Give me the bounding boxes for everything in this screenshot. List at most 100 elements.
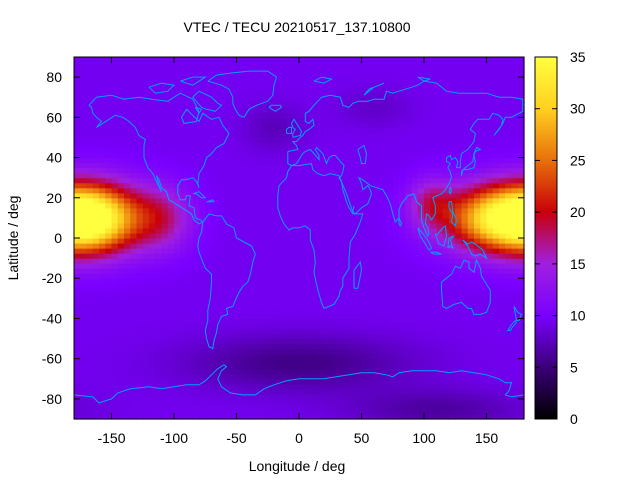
heatmap-cell <box>492 212 500 219</box>
heatmap-cell <box>311 398 319 405</box>
heatmap-cell <box>449 303 456 309</box>
heatmap-cell <box>392 323 400 330</box>
heatmap-cell <box>74 368 81 375</box>
heatmap-cell <box>311 127 319 134</box>
heatmap-cell <box>405 243 413 249</box>
heatmap-cell <box>349 293 356 299</box>
heatmap-cell <box>474 288 481 294</box>
heatmap-cell <box>124 67 131 73</box>
heatmap-cell <box>417 227 425 234</box>
heatmap-cell <box>161 293 169 299</box>
heatmap-cell <box>224 283 231 289</box>
heatmap-cell <box>130 202 138 209</box>
heatmap-cell <box>286 142 294 149</box>
heatmap-cell <box>336 57 344 63</box>
heatmap-cell <box>142 102 150 108</box>
heatmap-cell <box>342 308 350 315</box>
heatmap-cell <box>330 253 338 259</box>
heatmap-cell <box>117 157 125 164</box>
heatmap-cell <box>292 97 300 103</box>
heatmap-cell <box>224 303 231 309</box>
heatmap-cell <box>349 162 356 169</box>
heatmap-cell <box>217 308 225 315</box>
heatmap-cell <box>105 187 113 194</box>
heatmap-cell <box>111 197 119 204</box>
heatmap-cell <box>255 378 263 385</box>
heatmap-cell <box>455 348 463 355</box>
heatmap-cell <box>461 238 469 244</box>
heatmap-cell <box>155 278 163 284</box>
heatmap-cell <box>417 413 425 420</box>
heatmap-cell <box>80 172 88 179</box>
heatmap-cell <box>92 177 100 184</box>
heatmap-cell <box>374 82 381 88</box>
heatmap-cell <box>211 167 219 174</box>
heatmap-cell <box>305 388 313 395</box>
heatmap-cell <box>261 398 269 405</box>
heatmap-cell <box>386 207 394 214</box>
heatmap-cell <box>74 62 81 68</box>
heatmap-cell <box>80 243 88 249</box>
heatmap-cell <box>124 308 131 315</box>
heatmap-cell <box>286 72 294 78</box>
heatmap-cell <box>74 408 81 415</box>
heatmap-cell <box>367 202 375 209</box>
heatmap-cell <box>117 142 125 149</box>
heatmap-cell <box>386 313 394 320</box>
heatmap-cell <box>86 102 94 108</box>
heatmap-cell <box>424 278 431 284</box>
heatmap-cell <box>224 248 231 254</box>
heatmap-cell <box>174 328 181 335</box>
heatmap-cell <box>236 398 244 405</box>
heatmap-cell <box>449 248 456 254</box>
heatmap-cell <box>242 87 250 93</box>
heatmap-cell <box>111 388 119 395</box>
heatmap-cell <box>317 172 325 179</box>
heatmap-cell <box>286 333 294 340</box>
heatmap-cell <box>155 378 163 385</box>
heatmap-cell <box>186 338 194 345</box>
heatmap-cell <box>217 373 225 380</box>
heatmap-cell <box>292 323 300 330</box>
heatmap-cell <box>99 172 106 179</box>
heatmap-cell <box>192 152 200 159</box>
heatmap-cell <box>280 217 288 224</box>
heatmap-cell <box>230 117 238 123</box>
heatmap-cell <box>480 288 488 294</box>
heatmap-cell <box>124 293 131 299</box>
heatmap-cell <box>386 293 394 299</box>
heatmap-cell <box>155 293 163 299</box>
heatmap-cell <box>117 378 125 385</box>
heatmap-cell <box>161 333 169 340</box>
heatmap-cell <box>136 187 144 194</box>
heatmap-cell <box>142 368 150 375</box>
heatmap-cell <box>305 87 313 93</box>
heatmap-cell <box>386 308 394 315</box>
heatmap-cell <box>230 408 238 415</box>
heatmap-cell <box>99 353 106 360</box>
heatmap-cell <box>399 97 406 103</box>
heatmap-cell <box>486 217 494 224</box>
heatmap-cell <box>374 403 381 410</box>
heatmap-cell <box>136 288 144 294</box>
heatmap-cell <box>467 323 475 330</box>
heatmap-cell <box>274 62 281 68</box>
heatmap-cell <box>430 398 438 405</box>
heatmap-cell <box>199 253 206 259</box>
heatmap-cell <box>274 308 281 315</box>
heatmap-cell <box>92 122 100 128</box>
heatmap-cell <box>411 72 419 78</box>
heatmap-cell <box>355 187 363 194</box>
heatmap-cell <box>486 227 494 234</box>
heatmap-cell <box>149 408 156 415</box>
heatmap-cell <box>111 303 119 309</box>
heatmap-cell <box>86 253 94 259</box>
heatmap-cell <box>461 323 469 330</box>
heatmap-cell <box>436 258 444 264</box>
heatmap-cell <box>142 348 150 355</box>
heatmap-cell <box>74 92 81 98</box>
heatmap-cell <box>449 353 456 360</box>
heatmap-cell <box>299 212 306 219</box>
heatmap-cell <box>280 227 288 234</box>
heatmap-cell <box>486 343 494 350</box>
